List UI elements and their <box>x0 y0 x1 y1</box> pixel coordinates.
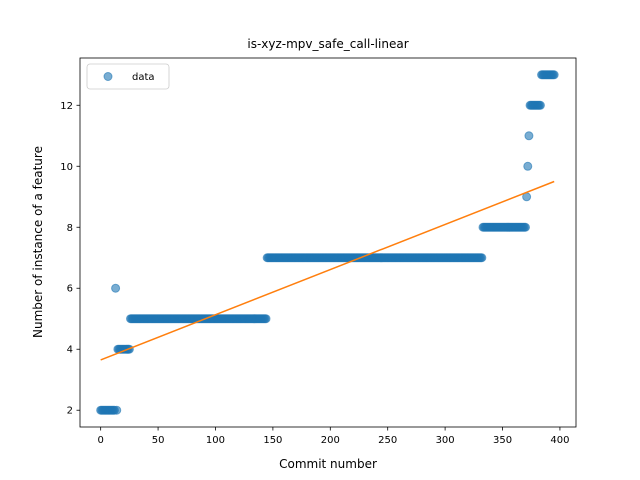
data-point <box>112 405 122 415</box>
chart-title: is-xyz-mpv_safe_call-linear <box>247 37 408 51</box>
x-tick-label: 0 <box>97 435 103 446</box>
data-point <box>477 253 487 263</box>
y-tick-label: 4 <box>67 345 73 356</box>
x-axis: 0 50 100 150 200 250 300 350 400 <box>97 427 569 446</box>
data-point <box>524 131 534 141</box>
y-axis: 2 4 6 8 10 12 <box>60 101 80 417</box>
data-point <box>520 222 530 232</box>
x-axis-label: Commit number <box>279 457 377 471</box>
legend: data <box>86 63 170 90</box>
data-point <box>535 100 545 110</box>
x-tick-label: 50 <box>152 435 165 446</box>
legend-marker <box>103 72 113 81</box>
legend-box <box>86 63 170 90</box>
x-tick-label: 150 <box>263 435 282 446</box>
x-tick-label: 350 <box>493 435 512 446</box>
data-point <box>261 314 271 324</box>
y-tick-label: 10 <box>60 162 73 173</box>
data-point <box>523 161 533 171</box>
x-tick-label: 250 <box>378 435 397 446</box>
plot-frame <box>79 57 577 428</box>
fit-series <box>100 180 555 361</box>
data-point <box>549 70 559 80</box>
fit-line <box>100 180 555 361</box>
legend-label: data <box>132 72 155 83</box>
x-tick-label: 100 <box>206 435 225 446</box>
y-tick-label: 8 <box>67 223 73 234</box>
data-series <box>96 70 559 415</box>
y-tick-label: 6 <box>67 284 73 295</box>
x-tick-label: 300 <box>436 435 455 446</box>
y-axis-label: Number of instance of a feature <box>31 146 45 338</box>
x-tick-label: 400 <box>550 435 569 446</box>
y-tick-label: 12 <box>60 101 73 112</box>
data-point <box>111 283 121 293</box>
x-tick-label: 200 <box>321 435 340 446</box>
y-tick-label: 2 <box>67 406 73 417</box>
